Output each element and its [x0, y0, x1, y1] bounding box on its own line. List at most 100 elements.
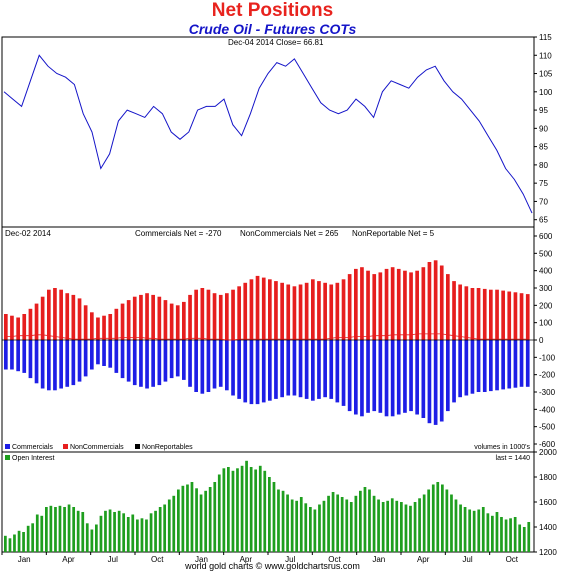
- commercials-bar: [458, 340, 462, 398]
- cot-ytick-label: -500: [539, 423, 556, 432]
- x-tick-label: Jul: [108, 555, 118, 564]
- noncommercials-bar: [396, 268, 401, 340]
- open-interest-bar: [90, 529, 94, 552]
- open-interest-bar: [231, 470, 235, 553]
- commercials-bar: [372, 340, 377, 412]
- price-panel: 65 70 75 80 85 90 95 100 105 110 115: [3, 33, 553, 225]
- commercials-bar: [249, 340, 254, 405]
- noncommercials-bar: [403, 270, 407, 340]
- open-interest-bar: [167, 499, 171, 552]
- commercials-bar: [268, 340, 272, 401]
- noncommercials-bar: [145, 293, 149, 340]
- commercials-bar: [188, 340, 192, 387]
- open-interest-bar: [495, 512, 499, 552]
- commercials-bar: [452, 340, 456, 403]
- open-interest-bar: [145, 519, 148, 552]
- open-interest-bar: [158, 507, 162, 552]
- noncommercials-bar: [360, 267, 364, 340]
- commercials-bar: [261, 340, 266, 403]
- noncommercials-bar: [90, 312, 94, 340]
- chart-subtitle: Crude Oil - Futures COTs: [188, 21, 357, 37]
- open-interest-bar: [186, 484, 189, 552]
- commercials-bar: [403, 340, 407, 413]
- noncommercials-bar: [77, 298, 82, 340]
- open-interest-bar: [4, 535, 7, 553]
- open-interest-bar: [340, 497, 344, 552]
- chart-title: Net Positions: [211, 0, 334, 21]
- commercials-bar: [34, 340, 39, 384]
- commercials-bar: [396, 340, 401, 415]
- price-ytick-label: 100: [539, 88, 553, 97]
- noncommercials-bar: [323, 282, 327, 340]
- noncommercials-bar: [28, 308, 33, 340]
- cot-ytick-label: 300: [539, 284, 553, 293]
- commercials-bar: [77, 340, 82, 382]
- commercials-bar: [360, 340, 364, 417]
- cot-ytick-label: 500: [539, 249, 553, 258]
- open-interest-bar: [518, 524, 522, 552]
- price-header: Dec-04 2014 Close= 66.81: [228, 38, 324, 47]
- open-interest-bar: [386, 500, 390, 553]
- open-interest-bar: [85, 523, 89, 553]
- x-tick-label: Jan: [18, 555, 31, 564]
- commercials-bar: [513, 340, 518, 388]
- legend-noncommercials: NonCommercials: [70, 444, 124, 451]
- noncommercials-bar: [237, 286, 241, 340]
- open-interest-bar: [72, 507, 76, 552]
- cot-ytick-label: -200: [539, 371, 556, 380]
- noncommercials-bar: [108, 314, 113, 340]
- open-interest-bar: [372, 495, 376, 553]
- open-interest-bar: [31, 523, 35, 553]
- commercials-bar: [126, 340, 131, 382]
- open-interest-bar: [277, 489, 280, 552]
- noncommercials-bar: [501, 290, 505, 340]
- noncommercials-bar: [169, 303, 174, 340]
- commercials-bar: [102, 340, 106, 366]
- commercials-bar: [366, 340, 370, 413]
- open-interest-bar: [76, 510, 80, 553]
- oi-ytick-label: 1400: [539, 523, 557, 532]
- open-interest-bar: [13, 534, 16, 552]
- noncommercials-bar: [439, 265, 444, 340]
- volume-note: volumes in 1000's: [474, 444, 530, 451]
- noncommercials-bar: [513, 292, 518, 340]
- x-tick-label: Apr: [417, 555, 430, 564]
- cot-ytick-label: 600: [539, 232, 553, 241]
- legend-nonreportables: NonReportables: [142, 444, 193, 451]
- open-interest-bar: [272, 482, 276, 552]
- commercials-bar: [335, 340, 340, 403]
- commercials-bar: [47, 340, 51, 391]
- open-interest-bar: [404, 504, 408, 552]
- commercials-bar: [433, 340, 438, 425]
- commercials-bar: [108, 340, 113, 368]
- open-interest-bar: [454, 499, 458, 552]
- x-tick-label: Jul: [462, 555, 472, 564]
- open-interest-bar: [136, 519, 139, 552]
- commercials-bar: [292, 340, 297, 396]
- noncommercials-bar: [212, 293, 217, 340]
- open-interest-bar: [17, 530, 21, 553]
- price-ytick-label: 85: [539, 143, 548, 152]
- noncommercials-bar: [304, 282, 309, 340]
- commercials-bar: [200, 340, 205, 394]
- commercials-bar: [495, 340, 499, 391]
- open-interest-bar: [40, 515, 44, 553]
- open-interest-bar: [354, 495, 358, 553]
- commercials-bar: [415, 340, 419, 415]
- open-interest-bar: [418, 498, 421, 553]
- open-interest-bar: [481, 507, 485, 552]
- open-interest-bar: [149, 513, 153, 553]
- open-interest-bar: [527, 522, 531, 552]
- commercials-bar: [4, 340, 8, 370]
- noncommercials-bar: [175, 305, 180, 340]
- noncommercials-bar: [194, 289, 198, 340]
- noncommercials-bar: [390, 267, 395, 340]
- open-interest-bar: [286, 494, 289, 552]
- open-interest-bar: [431, 484, 435, 552]
- noncommercials-bar: [243, 282, 248, 340]
- open-interest-bar: [108, 509, 112, 552]
- open-interest-bar: [254, 469, 258, 552]
- commercials-bar: [182, 340, 186, 380]
- open-interest-bar: [81, 512, 85, 552]
